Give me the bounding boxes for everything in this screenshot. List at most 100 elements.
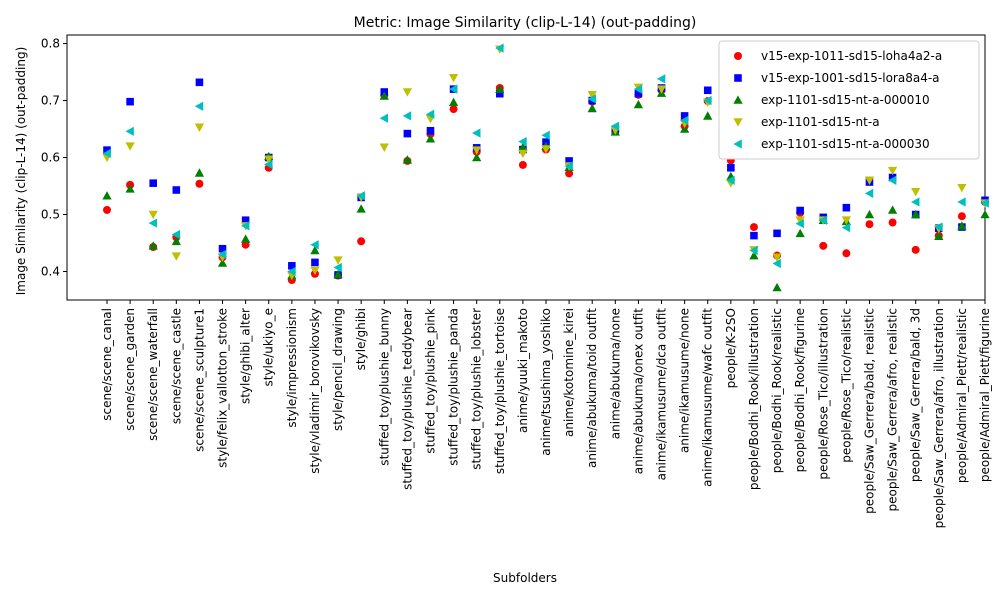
plot-frame: [66, 34, 986, 301]
data-point: [680, 115, 689, 126]
data-point: [194, 123, 205, 132]
data-point: [518, 160, 527, 169]
data-point: [587, 103, 597, 113]
x-tick-label: scene/scene_canal: [100, 308, 114, 421]
data-point: [425, 134, 436, 143]
x-tick-label: people/Admiral_Piett/realistic: [955, 308, 969, 483]
data-point: [911, 209, 921, 219]
x-tick-label: people/Saw_Gerrera/afro, illustration: [932, 308, 946, 528]
y-axis-title: Image Similarity (clip-L-14) (out-paddin…: [14, 47, 28, 296]
data-point: [148, 210, 158, 220]
data-point: [749, 250, 759, 260]
data-point: [587, 94, 596, 104]
data-point: [957, 183, 967, 193]
x-tick-label: stuffed_toy/plushie_lobster: [470, 308, 484, 470]
data-point: [819, 241, 828, 250]
data-point: [911, 197, 920, 207]
data-point: [264, 155, 274, 164]
data-point: [773, 229, 781, 238]
data-point: [264, 159, 273, 169]
x-tick-label: people/Saw_Gerrera/bald, 3d: [909, 308, 923, 482]
data-point: [356, 204, 366, 213]
data-point: [772, 253, 782, 262]
data-point: [980, 198, 989, 208]
data-point: [103, 146, 111, 154]
data-point: [887, 166, 898, 176]
x-tick-label: anime/yuuki_makoto: [516, 308, 530, 433]
x-tick-label: people/Admiral_Piett/figurine: [978, 308, 992, 482]
data-point: [727, 164, 735, 172]
x-tick-label: anime/abukuma/onex outfit: [631, 308, 645, 475]
data-point: [887, 205, 898, 214]
data-point: [865, 220, 874, 229]
data-point: [310, 240, 319, 250]
data-point: [310, 266, 320, 275]
data-point: [403, 129, 412, 138]
data-point: [564, 161, 573, 171]
data-point: [241, 216, 250, 224]
data-point: [356, 191, 365, 201]
x-tick-label: anime/ikamusume/none: [678, 308, 692, 453]
data-point: [610, 121, 620, 131]
x-tick-label: scene/scene_castle: [169, 308, 183, 424]
data-point: [148, 241, 158, 250]
data-point: [472, 128, 481, 138]
data-point: [818, 215, 828, 225]
x-tick-label: people/Rose_Tico/realistic: [839, 308, 853, 463]
data-point: [703, 95, 712, 106]
data-point: [310, 245, 320, 255]
data-point: [541, 130, 550, 140]
x-tick-label: stuffed_toy/plushie_teddybear: [400, 308, 414, 490]
data-point: [864, 209, 875, 219]
data-point: [495, 43, 504, 53]
data-point: [842, 203, 851, 212]
data-point: [772, 282, 782, 292]
data-point: [425, 109, 435, 119]
x-tick-label: anime/tsushima_yoshiko: [539, 308, 553, 456]
data-point: [749, 245, 758, 256]
y-tick-label: 0.8: [41, 37, 60, 51]
data-point: [888, 218, 897, 227]
data-point: [703, 86, 712, 95]
legend-marker: [733, 95, 743, 104]
x-tick-label: style/ukiyo_e: [262, 308, 276, 387]
data-point: [287, 266, 296, 277]
data-point: [217, 258, 228, 267]
data-point: [448, 73, 459, 83]
y-tick-label: 0.6: [41, 151, 60, 165]
data-point: [241, 221, 250, 231]
x-tick-label: style/pencil_drawing: [331, 308, 345, 431]
x-tick-label: anime/abukuma/none: [608, 308, 622, 439]
data-point: [195, 179, 204, 188]
data-point: [495, 84, 505, 93]
data-point: [957, 212, 966, 221]
data-point: [634, 89, 643, 98]
data-point: [541, 145, 551, 154]
x-tick-label: scene/scene_sculpture1: [192, 308, 206, 452]
legend-marker: [733, 118, 743, 127]
data-point: [518, 136, 527, 147]
data-point: [102, 148, 111, 159]
chart-title: Metric: Image Similarity (clip-L-14) (ou…: [354, 15, 697, 31]
data-point: [888, 173, 897, 182]
data-point: [449, 105, 458, 114]
data-point: [241, 234, 251, 243]
data-point: [887, 175, 897, 185]
data-point: [656, 74, 666, 84]
x-tick-label: anime/kotomine_kirei: [562, 308, 576, 437]
data-point: [472, 146, 482, 155]
legend-marker: [733, 139, 742, 149]
x-tick-label: scene/scene_garden: [123, 308, 137, 431]
legend: v15-exp-1011-sd15-loha4a2-a v15-exp-1001-…: [718, 40, 980, 160]
data-point: [680, 124, 690, 133]
data-point: [149, 179, 157, 187]
data-point: [311, 258, 319, 267]
data-point: [911, 245, 920, 254]
data-point: [841, 216, 851, 225]
data-point: [957, 221, 967, 230]
data-point: [934, 222, 943, 232]
legend-label: exp-1101-sd15-nt-a-000030: [761, 137, 930, 151]
x-tick-label: people/Saw_Gerrera/bald, realistic: [862, 308, 876, 514]
data-point: [426, 126, 435, 135]
